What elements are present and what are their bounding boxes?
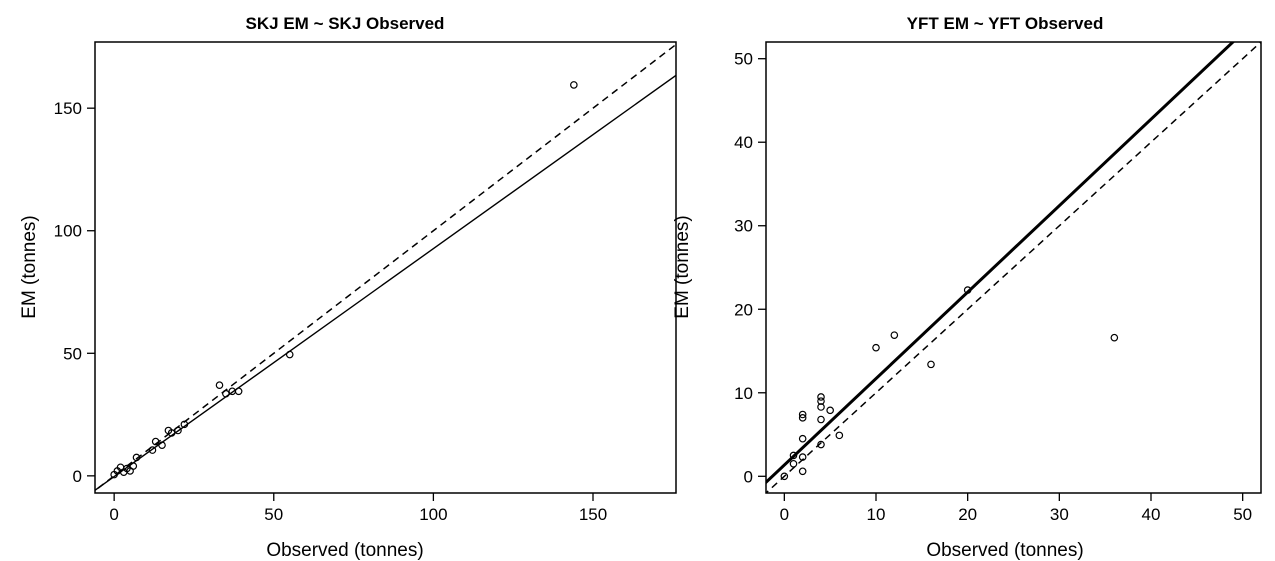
data-point: [817, 393, 825, 401]
fit-line: [766, 42, 1236, 485]
data-point: [798, 467, 807, 476]
data-point: [780, 472, 789, 481]
y-axis-title: EM (tonnes): [672, 215, 693, 318]
data-point: [285, 350, 294, 359]
data-point: [174, 426, 182, 435]
y-tick-label: 50: [63, 344, 82, 363]
x-tick-label: 50: [264, 505, 283, 524]
x-axis-title: Observed (tonnes): [266, 540, 423, 561]
data-point: [1110, 333, 1119, 342]
y-tick-label: 30: [734, 217, 753, 236]
x-tick-label: 0: [780, 505, 789, 524]
x-tick-label: 150: [579, 505, 607, 524]
y-tick-label: 50: [734, 50, 753, 69]
x-tick-label: 0: [109, 505, 118, 524]
fit-line: [95, 74, 676, 492]
x-tick-label: 30: [1050, 505, 1069, 524]
data-point: [798, 434, 807, 443]
x-tick-label: 10: [867, 505, 886, 524]
y-tick-label: 150: [54, 99, 82, 118]
yft-panel: YFT EM ~ YFT Observed Observed (tonnes) …: [672, 14, 1262, 561]
data-point: [570, 81, 578, 89]
data-point: [798, 414, 807, 422]
data-point: [872, 343, 880, 352]
data-point: [817, 397, 825, 405]
x-tick-label: 20: [958, 505, 977, 524]
data-point: [817, 440, 825, 449]
skj-panel: SKJ EM ~ SKJ Observed Observed (tonnes) …: [19, 14, 677, 561]
y-tick-label: 0: [744, 467, 753, 486]
plot-frame: [765, 41, 1262, 494]
data-point: [798, 453, 807, 461]
data-point: [789, 451, 798, 460]
y-tick-label: 0: [73, 467, 82, 486]
data-point: [798, 410, 807, 419]
x-axis-title: Observed (tonnes): [926, 540, 1083, 561]
data-point: [180, 420, 189, 429]
data-point: [222, 389, 230, 398]
data-point: [817, 415, 825, 424]
data-point: [129, 462, 138, 470]
y-tick-label: 100: [54, 222, 82, 241]
data-point: [826, 406, 834, 415]
chart-title: SKJ EM ~ SKJ Observed: [246, 14, 445, 33]
y-tick-label: 40: [734, 133, 753, 152]
data-point: [215, 381, 224, 389]
y-axis-title: EM (tonnes): [19, 215, 40, 318]
plot-frame: [94, 41, 677, 494]
chart-title: YFT EM ~ YFT Observed: [907, 14, 1104, 33]
data-point: [927, 360, 935, 369]
data-point: [132, 453, 141, 462]
data-point: [158, 441, 166, 450]
identity-line: [766, 42, 1261, 493]
x-tick-label: 50: [1233, 505, 1252, 524]
data-point: [890, 331, 899, 339]
x-tick-label: 40: [1142, 505, 1161, 524]
data-point: [963, 286, 972, 294]
data-point: [234, 387, 243, 396]
data-point: [835, 431, 844, 440]
y-tick-label: 20: [734, 300, 753, 319]
y-tick-label: 10: [734, 384, 753, 403]
data-point: [148, 446, 157, 454]
data-point: [151, 437, 160, 446]
x-tick-label: 100: [419, 505, 447, 524]
data-point: [167, 429, 176, 437]
data-point: [789, 459, 798, 468]
identity-line: [95, 43, 676, 492]
